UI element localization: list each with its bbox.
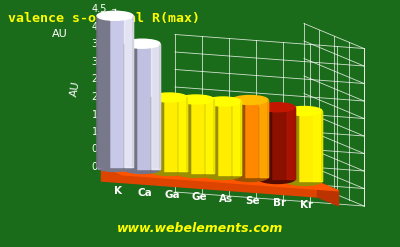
Text: K: K bbox=[114, 186, 122, 196]
Polygon shape bbox=[124, 44, 136, 171]
Polygon shape bbox=[232, 102, 241, 175]
Polygon shape bbox=[151, 98, 164, 173]
Polygon shape bbox=[259, 107, 272, 181]
Text: 1.5: 1.5 bbox=[92, 109, 107, 120]
Polygon shape bbox=[205, 102, 241, 175]
Ellipse shape bbox=[232, 96, 268, 104]
Ellipse shape bbox=[151, 93, 187, 102]
Polygon shape bbox=[318, 182, 338, 206]
Ellipse shape bbox=[286, 106, 322, 116]
Text: www.webelements.com: www.webelements.com bbox=[117, 222, 283, 235]
Text: Ga: Ga bbox=[164, 190, 180, 200]
Polygon shape bbox=[259, 107, 295, 179]
Text: 0.5: 0.5 bbox=[92, 144, 107, 155]
Polygon shape bbox=[97, 16, 110, 169]
Polygon shape bbox=[97, 16, 133, 167]
Polygon shape bbox=[286, 107, 295, 179]
Text: Kr: Kr bbox=[300, 200, 314, 210]
Ellipse shape bbox=[124, 165, 160, 173]
Ellipse shape bbox=[205, 170, 241, 180]
Ellipse shape bbox=[259, 174, 295, 184]
Ellipse shape bbox=[124, 39, 160, 48]
Text: 4.0: 4.0 bbox=[92, 22, 107, 32]
Polygon shape bbox=[232, 100, 268, 177]
Text: valence s-orbital R(max): valence s-orbital R(max) bbox=[8, 12, 200, 25]
Polygon shape bbox=[102, 166, 318, 197]
Text: 2.0: 2.0 bbox=[92, 92, 107, 102]
Polygon shape bbox=[286, 111, 322, 181]
Polygon shape bbox=[259, 100, 268, 177]
Ellipse shape bbox=[286, 177, 322, 185]
Polygon shape bbox=[151, 98, 187, 171]
Text: 3.5: 3.5 bbox=[92, 40, 107, 49]
Polygon shape bbox=[232, 100, 245, 179]
Text: Ge: Ge bbox=[191, 192, 207, 202]
Polygon shape bbox=[124, 16, 133, 167]
Ellipse shape bbox=[259, 103, 295, 112]
Polygon shape bbox=[205, 100, 214, 173]
Text: Ca: Ca bbox=[138, 188, 152, 198]
Text: 2.5: 2.5 bbox=[92, 75, 107, 84]
Polygon shape bbox=[178, 98, 187, 171]
Polygon shape bbox=[124, 44, 160, 169]
Ellipse shape bbox=[232, 172, 268, 182]
Polygon shape bbox=[205, 102, 218, 177]
Text: AU: AU bbox=[69, 80, 81, 97]
Polygon shape bbox=[286, 111, 298, 183]
Polygon shape bbox=[151, 44, 160, 169]
Polygon shape bbox=[102, 166, 338, 191]
Polygon shape bbox=[313, 111, 322, 181]
Ellipse shape bbox=[151, 166, 187, 176]
Ellipse shape bbox=[97, 11, 133, 20]
Text: 4.5: 4.5 bbox=[92, 4, 107, 15]
Text: Br: Br bbox=[274, 198, 286, 208]
Ellipse shape bbox=[205, 97, 241, 106]
Text: 1.0: 1.0 bbox=[92, 127, 107, 137]
Ellipse shape bbox=[178, 95, 214, 104]
Text: 3.0: 3.0 bbox=[92, 57, 107, 67]
Text: 0.0: 0.0 bbox=[92, 162, 107, 172]
Text: AU: AU bbox=[52, 29, 68, 40]
Ellipse shape bbox=[97, 163, 133, 171]
Text: As: As bbox=[219, 194, 233, 204]
Ellipse shape bbox=[178, 168, 214, 178]
Polygon shape bbox=[178, 100, 190, 175]
Polygon shape bbox=[178, 100, 214, 173]
Text: Se: Se bbox=[246, 196, 260, 206]
